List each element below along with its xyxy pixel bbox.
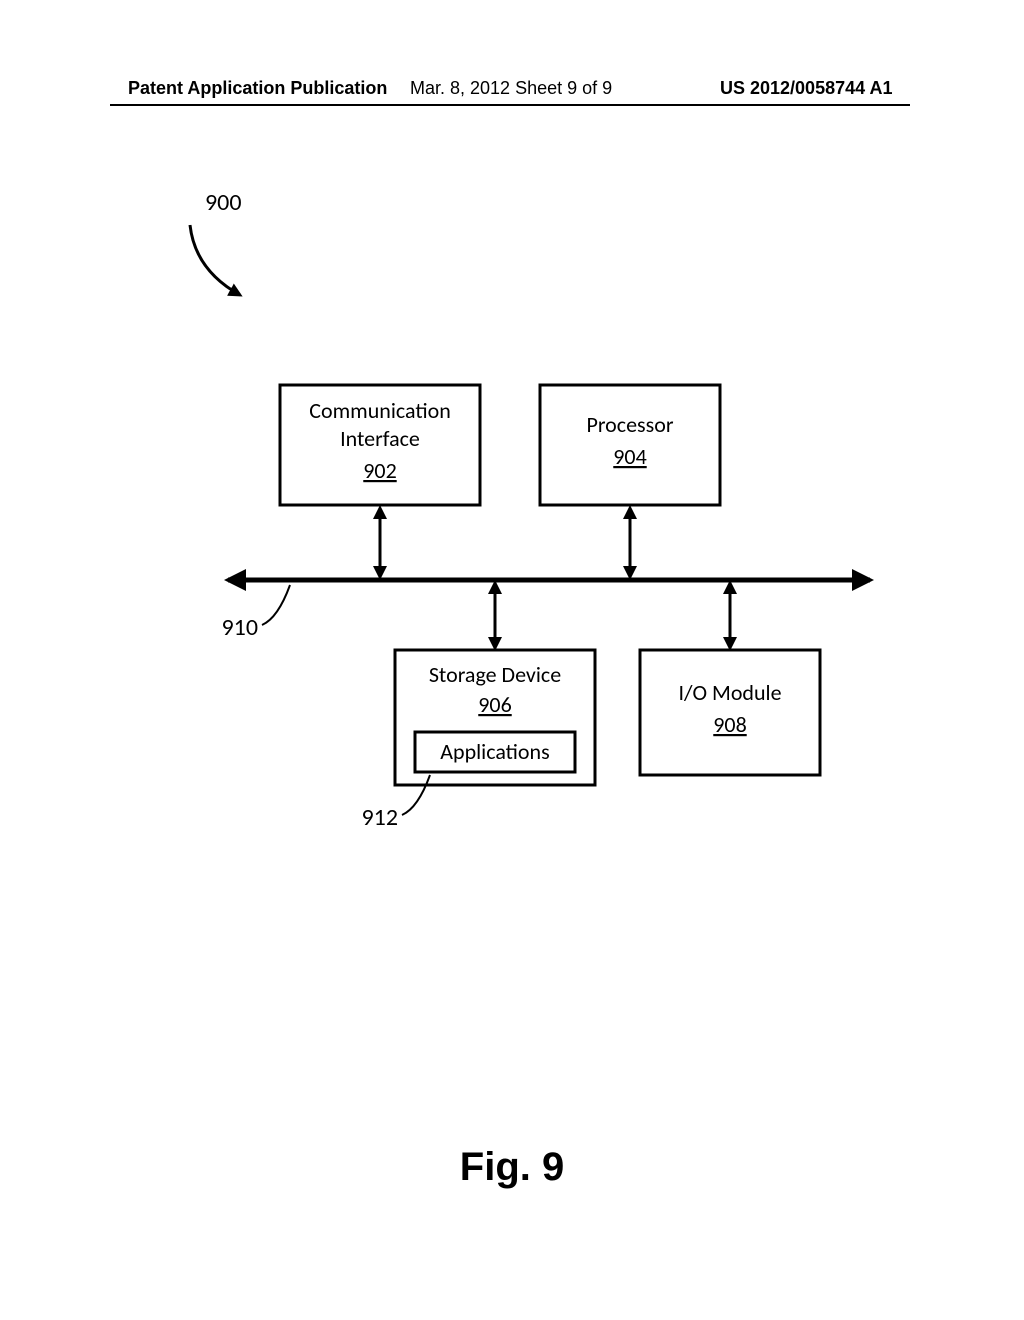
svg-text:Applications: Applications xyxy=(440,738,549,765)
ref-912-label: 912 xyxy=(362,803,399,832)
header-publication: Patent Application Publication xyxy=(128,78,387,99)
svg-text:Storage Device: Storage Device xyxy=(429,661,561,688)
box-storage-device: Storage Device 906 Applications xyxy=(395,650,595,785)
svg-text:906: 906 xyxy=(478,691,511,718)
ref-900-arrow xyxy=(190,225,240,295)
figure-caption: Fig. 9 xyxy=(0,1145,1024,1190)
svg-text:902: 902 xyxy=(363,457,396,484)
svg-text:908: 908 xyxy=(713,711,746,738)
box-io-module: I/O Module 908 xyxy=(640,650,820,775)
svg-text:Interface: Interface xyxy=(340,425,420,452)
ref-910-leader xyxy=(262,585,290,625)
box-communication-interface: Communication Interface 902 xyxy=(280,385,480,505)
svg-text:Communication: Communication xyxy=(309,397,451,424)
svg-text:I/O Module: I/O Module xyxy=(678,679,781,706)
header-date-sheet: Mar. 8, 2012 Sheet 9 of 9 xyxy=(410,78,612,99)
svg-text:904: 904 xyxy=(613,443,646,470)
svg-text:Processor: Processor xyxy=(586,411,673,438)
ref-910-label: 910 xyxy=(222,613,259,642)
header-rule xyxy=(110,104,910,106)
header-pub-number: US 2012/0058744 A1 xyxy=(720,78,892,99)
page-container: Patent Application Publication Mar. 8, 2… xyxy=(0,0,1024,1320)
ref-900-label: 900 xyxy=(205,188,242,217)
block-diagram: 900 910 Communication Interface 902 Proc… xyxy=(0,170,1024,1070)
box-processor: Processor 904 xyxy=(540,385,720,505)
